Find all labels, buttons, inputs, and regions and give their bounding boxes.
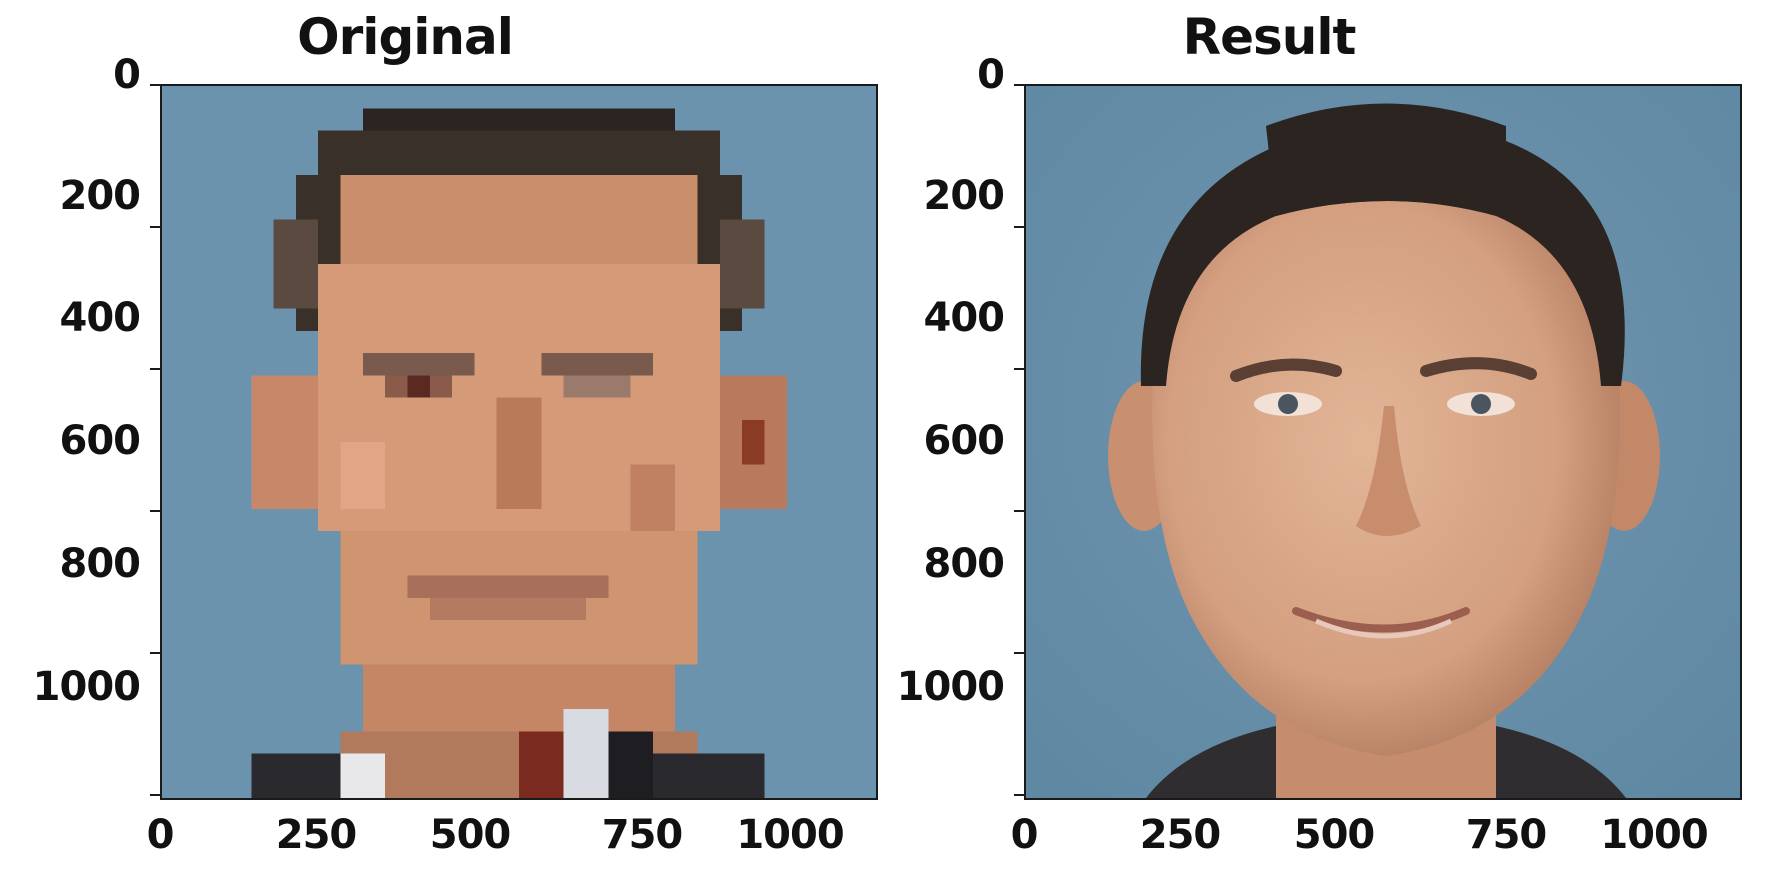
x-tick-label: 500 xyxy=(1293,812,1376,858)
x-tick-label: 0 xyxy=(1010,812,1039,858)
x-tick-label: 500 xyxy=(429,812,512,858)
x-tick-label: 250 xyxy=(1139,812,1222,858)
y-tick-mark xyxy=(150,226,160,228)
result-panel: Result xyxy=(864,0,1764,886)
x-tick-label: 1000 xyxy=(1600,812,1708,858)
y-tick-label: 800 xyxy=(59,541,142,587)
x-tick-label: 250 xyxy=(275,812,358,858)
x-tick-label: 750 xyxy=(1465,812,1548,858)
y-tick-mark xyxy=(1014,84,1024,86)
x-tick-label: 0 xyxy=(146,812,175,858)
original-image-axes xyxy=(160,84,878,800)
panel-title: Original xyxy=(297,8,514,66)
y-tick-label: 800 xyxy=(923,541,1006,587)
pixelated-face-image xyxy=(162,86,876,798)
y-tick-mark xyxy=(150,368,160,370)
y-tick-mark xyxy=(150,652,160,654)
y-tick-label: 1000 xyxy=(896,664,1005,710)
y-tick-label: 600 xyxy=(59,418,142,464)
y-tick-mark xyxy=(1014,368,1024,370)
y-tick-mark xyxy=(1014,794,1024,796)
panel-title: Result xyxy=(1182,8,1357,66)
y-tick-label: 0 xyxy=(977,52,1005,98)
upscaled-face-image xyxy=(1026,86,1740,798)
y-tick-label: 400 xyxy=(59,295,142,341)
y-tick-mark xyxy=(1014,510,1024,512)
result-image-axes xyxy=(1024,84,1742,800)
y-tick-mark xyxy=(1014,226,1024,228)
y-tick-mark xyxy=(150,84,160,86)
y-tick-label: 200 xyxy=(923,173,1006,219)
y-tick-mark xyxy=(150,794,160,796)
y-tick-mark xyxy=(150,510,160,512)
y-tick-label: 1000 xyxy=(32,664,141,710)
y-tick-label: 400 xyxy=(923,295,1006,341)
y-tick-label: 600 xyxy=(923,418,1006,464)
original-panel: Original xyxy=(32,8,878,858)
y-tick-label: 200 xyxy=(59,173,142,219)
x-tick-label: 750 xyxy=(601,812,684,858)
x-tick-label: 1000 xyxy=(736,812,844,858)
y-tick-mark xyxy=(1014,652,1024,654)
y-tick-label: 0 xyxy=(113,52,141,98)
